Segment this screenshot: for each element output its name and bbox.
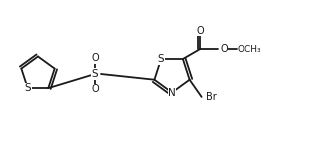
Text: O: O [220,44,228,54]
Text: S: S [92,69,98,79]
Text: S: S [158,54,164,64]
Text: S: S [24,83,31,93]
Text: OCH₃: OCH₃ [238,44,261,54]
Text: Br: Br [206,92,216,102]
Text: O: O [197,25,204,36]
Text: O: O [91,54,99,64]
Text: O: O [91,85,99,94]
Text: N: N [168,88,176,98]
